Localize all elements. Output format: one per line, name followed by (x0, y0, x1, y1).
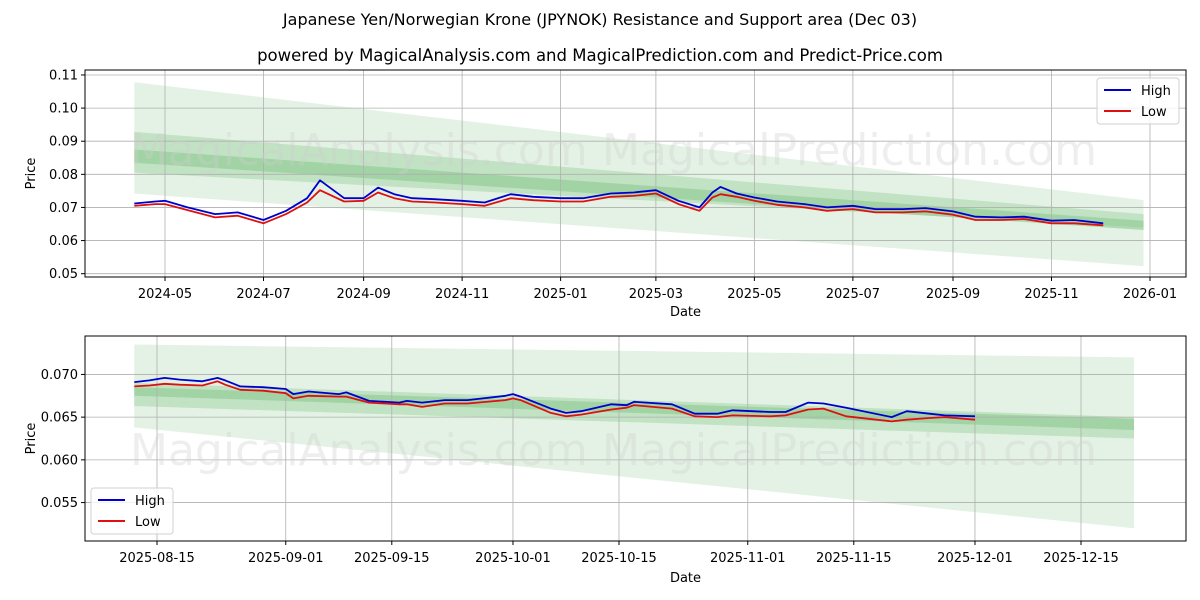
y-tick-label: 0.08 (49, 168, 78, 183)
legend: High Low (1096, 77, 1180, 125)
legend: High Low (90, 487, 174, 535)
y-tick-label: 0.09 (49, 135, 78, 150)
x-tick-label: 2024-05 (138, 287, 192, 302)
series-low-line (134, 189, 1104, 227)
legend-high-label: High (1141, 84, 1171, 99)
watermark-text: MagicalPrediction.com (602, 425, 1097, 476)
y-axis-label: Price (24, 158, 39, 190)
x-tick-label: 2025-11 (1024, 287, 1078, 302)
legend-low-label: Low (135, 515, 161, 530)
y-tick-label: 0.070 (41, 368, 78, 383)
x-axis-label: Date (670, 571, 701, 586)
x-tick-label: 2025-12-15 (1043, 551, 1119, 566)
recent-zoom-chart: MagicalAnalysis.com MagicalPrediction.com… (24, 335, 1187, 586)
x-tick-label: 2025-12-01 (937, 551, 1013, 566)
y-tick-label: 0.10 (49, 102, 78, 117)
y-tick-label: 0.065 (41, 411, 78, 426)
y-tick-label: 0.11 (49, 68, 78, 83)
plot-frame (84, 69, 1187, 278)
watermark-text: MagicalPrediction.com (602, 125, 1097, 176)
watermark-text: MagicalAnalysis.com (130, 425, 588, 476)
series-high-line (134, 376, 976, 419)
band-core (134, 387, 1135, 430)
legend-high-label: High (135, 494, 165, 509)
x-tick-label: 2025-03 (629, 287, 683, 302)
legend-low-label: Low (1141, 105, 1167, 120)
x-tick-label: 2024-09 (336, 287, 390, 302)
watermark-text: MagicalAnalysis.com (130, 125, 588, 176)
grid (85, 70, 1186, 277)
x-tick-label: 2025-01 (533, 287, 587, 302)
x-tick-label: 2025-05 (727, 287, 781, 302)
y-tick-label: 0.06 (49, 234, 78, 249)
x-tick-label: 2024-11 (435, 287, 489, 302)
x-tick-label: 2025-08-15 (119, 551, 195, 566)
x-tick-label: 2025-09-15 (354, 551, 430, 566)
y-axis-label: Price (24, 423, 39, 455)
x-tick-label: 2025-10-01 (475, 551, 551, 566)
grid (85, 336, 1186, 541)
x-axis-label: Date (670, 305, 701, 320)
x-tick-label: 2026-01 (1123, 287, 1177, 302)
x-tick-label: 2025-07 (826, 287, 880, 302)
full-history-chart: MagicalAnalysis.com MagicalPrediction.com… (24, 68, 1187, 320)
chart-title: Japanese Yen/Norwegian Krone (JPYNOK) Re… (282, 10, 918, 29)
y-tick-label: 0.05 (49, 267, 78, 282)
plot-frame (84, 335, 1187, 542)
x-tick-label: 2024-07 (236, 287, 290, 302)
x-tick-label: 2025-11-01 (710, 551, 786, 566)
y-tick-label: 0.060 (41, 453, 78, 468)
y-tick-label: 0.07 (49, 201, 78, 216)
chart-subtitle: powered by MagicalAnalysis.com and Magic… (257, 46, 943, 65)
series-low-line (134, 380, 976, 423)
x-tick-label: 2025-11-15 (816, 551, 892, 566)
x-tick-label: 2025-10-15 (581, 551, 657, 566)
series-high-line (134, 179, 1104, 225)
band-outer (134, 344, 1135, 529)
y-tick-label: 0.055 (41, 496, 78, 511)
x-tick-label: 2025-09-01 (248, 551, 324, 566)
x-tick-label: 2025-09 (926, 287, 980, 302)
